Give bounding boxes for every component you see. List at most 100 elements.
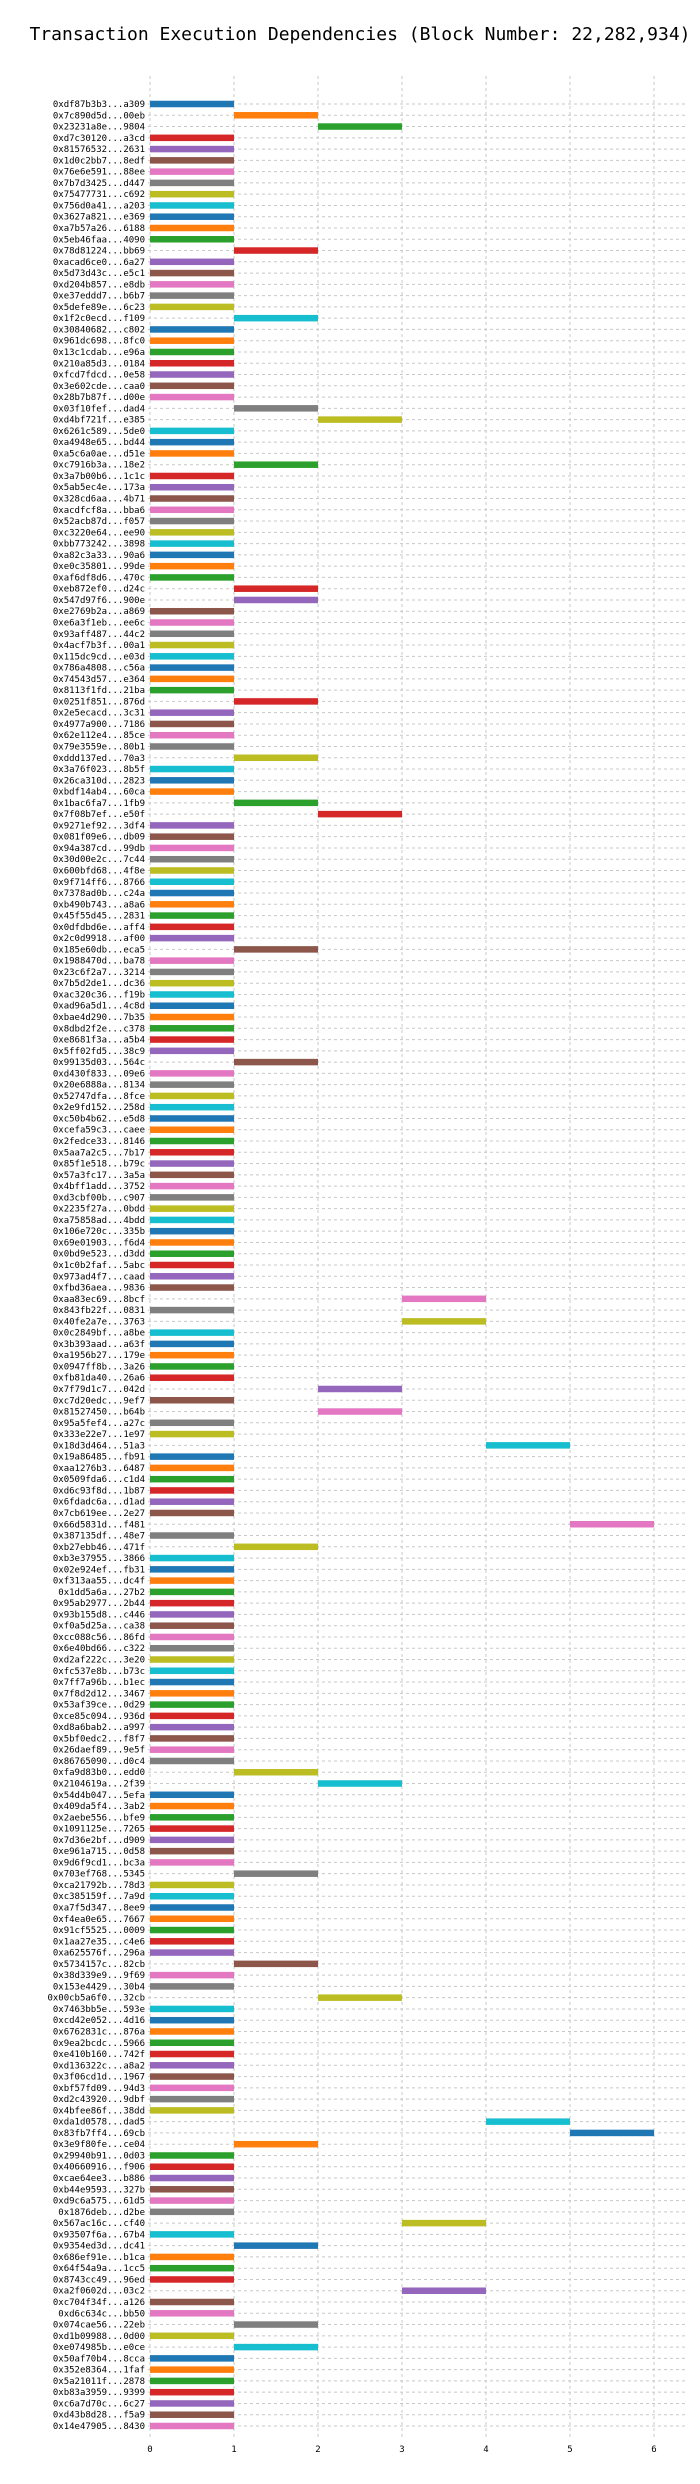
bar-84 — [150, 1047, 234, 1055]
bar-178 — [150, 2107, 234, 2114]
bar-6 — [150, 168, 234, 175]
y-tick-label: 0xd204b857...e8db — [53, 280, 145, 290]
bar-129 — [150, 1554, 234, 1562]
y-tick-label: 0xa7f5d347...8ee9 — [53, 1903, 145, 1913]
bar-28 — [318, 416, 402, 423]
bar-201 — [150, 2366, 234, 2373]
bars — [150, 100, 654, 2430]
y-tick-label: 0x3e9f80fe...ce04 — [53, 2140, 145, 2150]
bar-198 — [150, 2332, 234, 2340]
y-tick-label: 0xb27ebb46...471f — [53, 1543, 145, 1553]
x-tick-label-5: 5 — [567, 2445, 572, 2455]
y-tick-label: 0xbb773242...3898 — [53, 540, 145, 550]
y-tick-label: 0x1dd5a6a...27b2 — [58, 1588, 145, 1598]
y-tick-label: 0x7ff7a96b...b1ec — [53, 1678, 145, 1688]
bar-64 — [150, 822, 234, 829]
bar-145 — [150, 1735, 234, 1742]
bar-81 — [150, 1013, 234, 1021]
y-tick-label: 0x69e01903...f6d4 — [53, 1238, 145, 1248]
y-tick-label: 0x74543d57...e364 — [53, 675, 145, 685]
bar-42 — [150, 574, 234, 581]
bar-20 — [150, 326, 234, 333]
y-tick-label: 0xe961a715...0d58 — [53, 1847, 145, 1857]
y-tick-label: 0x0bd9e523...d3dd — [53, 1250, 145, 1260]
bar-65 — [150, 833, 234, 840]
bar-80 — [150, 1002, 234, 1009]
bar-4 — [150, 145, 234, 153]
y-tick-label: 0x352e8364...1faf — [53, 2366, 145, 2376]
y-tick-label: 0xc385159f...7a9d — [53, 1892, 145, 1902]
y-tick-label: 0x64f54a9a...1cc5 — [53, 2264, 145, 2274]
bar-120 — [150, 1453, 234, 1460]
y-tick-label: 0xfc537e8b...b73c — [53, 1667, 145, 1677]
bar-1 — [234, 112, 318, 119]
bar-186 — [150, 2197, 234, 2204]
y-tick-label: 0x409da5f4...3ab2 — [53, 1802, 145, 1812]
bar-97 — [150, 1194, 234, 1201]
bar-19 — [234, 314, 318, 322]
y-tick-label: 0x7d36e2bf...d909 — [53, 1836, 145, 1846]
bar-190 — [234, 2242, 318, 2249]
y-tick-label: 0x686ef91e...b1ca — [53, 2253, 145, 2263]
y-tick-label: 0xfa9d83b0...edd0 — [53, 1768, 145, 1778]
bar-124 — [150, 1498, 234, 1505]
y-tick-label: 0x786a4808...c56a — [53, 664, 145, 674]
bar-71 — [150, 901, 234, 908]
y-tick-label: 0x2235f27a...0bdd — [53, 1205, 145, 1215]
y-tick-label: 0x843fb22f...0831 — [53, 1306, 145, 1316]
y-tick-label: 0xcd42e052...4d16 — [53, 2016, 145, 2026]
y-tick-label: 0xe074985b...e0ce — [53, 2343, 145, 2353]
bar-40 — [150, 551, 234, 559]
y-tick-label: 0x5d73d43c...e5c1 — [53, 269, 145, 279]
x-tick-label-2: 2 — [315, 2445, 320, 2455]
y-tick-label: 0x106e720c...335b — [53, 1227, 145, 1237]
bar-16 — [150, 281, 234, 288]
y-tick-label: 0x153e4429...30b4 — [53, 1982, 145, 1992]
bar-137 — [150, 1644, 234, 1652]
bar-87 — [150, 1081, 234, 1088]
bar-122 — [150, 1475, 234, 1483]
y-tick-label: 0x2fedce33...8146 — [53, 1137, 145, 1147]
bar-5 — [150, 157, 234, 164]
bar-146 — [150, 1746, 234, 1753]
bar-140 — [150, 1678, 234, 1686]
bar-33 — [150, 472, 234, 480]
y-tick-label: 0xcae64ee3...b886 — [53, 2174, 145, 2184]
bar-66 — [150, 844, 234, 852]
bar-29 — [150, 427, 234, 435]
y-tick-label: 0x4bff1add...3752 — [53, 1182, 145, 1192]
bar-162 — [150, 1926, 234, 1934]
y-tick-label: 0xfbd36aea...9836 — [53, 1284, 145, 1294]
y-tick-label: 0xe410b160...742f — [53, 2050, 145, 2060]
bar-144 — [150, 1723, 234, 1731]
bar-54 — [150, 709, 234, 716]
bar-180 — [570, 2129, 654, 2137]
y-tick-label: 0x756d0a41...a203 — [53, 201, 145, 211]
y-tick-label: 0x5a21011f...2878 — [53, 2377, 145, 2387]
bar-103 — [150, 1261, 234, 1269]
y-tick-label: 0x703ef768...5345 — [53, 1870, 145, 1880]
y-tick-label: 0xd430f833...09e6 — [53, 1069, 145, 1079]
y-tick-label: 0x1c0b2faf...5abc — [53, 1261, 145, 1271]
y-tick-label: 0xa2f0602d...03c2 — [53, 2287, 145, 2297]
y-tick-label: 0x1f2c0ecd...f109 — [53, 314, 145, 324]
bar-107 — [150, 1306, 234, 1314]
bar-22 — [150, 348, 234, 356]
x-tick-labels: 0 1 2 3 4 5 6 — [147, 2445, 656, 2455]
bar-189 — [150, 2231, 234, 2238]
y-tick-label: 0xfb81da40...26a6 — [53, 1374, 145, 1384]
bar-94 — [150, 1160, 234, 1167]
bar-115 — [150, 1397, 234, 1404]
y-tick-label: 0x3b393aad...a63f — [53, 1340, 145, 1350]
bar-31 — [150, 450, 234, 457]
y-tick-label: 0x93507f6a...67b4 — [53, 2230, 145, 2240]
y-tick-label: 0x23231a8e...9804 — [53, 123, 145, 133]
y-tick-label: 0x76e6e591...88ee — [53, 168, 145, 178]
y-tick-label: 0xac320c36...f19b — [53, 990, 145, 1000]
bar-35 — [150, 495, 234, 502]
bar-196 — [150, 2310, 234, 2317]
bar-75 — [234, 946, 318, 953]
bar-101 — [150, 1239, 234, 1246]
y-tick-label: 0x85f1e518...b79c — [53, 1160, 145, 1170]
